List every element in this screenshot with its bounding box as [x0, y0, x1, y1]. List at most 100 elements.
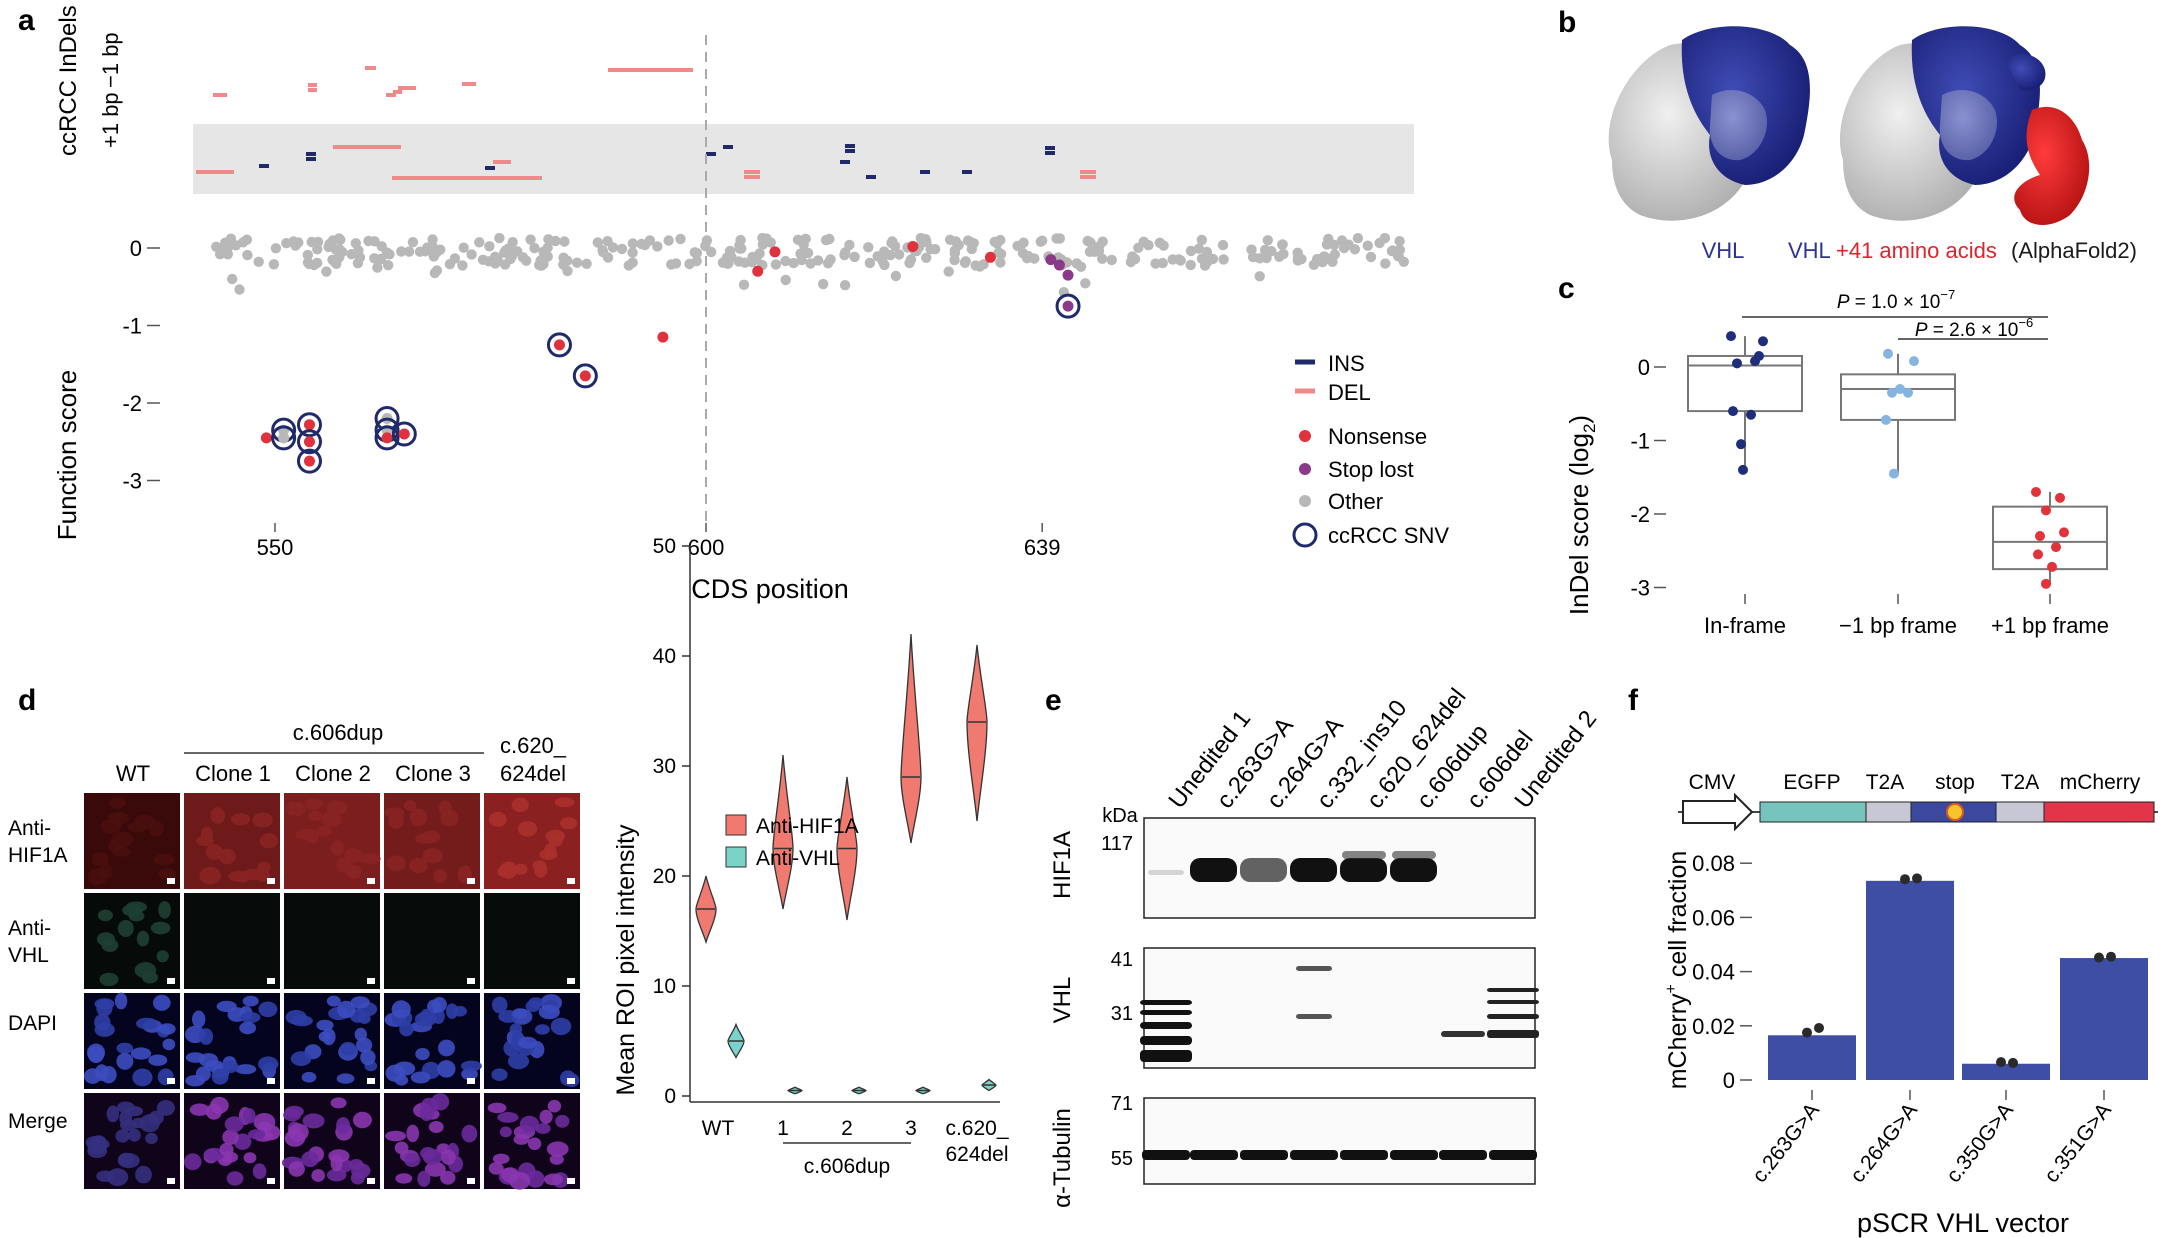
scale-bar	[267, 878, 275, 884]
score-point-other	[627, 257, 638, 268]
cell-nucleus	[460, 1060, 482, 1072]
cell-nucleus	[511, 797, 529, 813]
band-hif1a	[1240, 858, 1287, 882]
score-point-other	[458, 242, 469, 253]
score-point-other	[396, 246, 407, 257]
box-point	[2055, 492, 2065, 503]
score-point-other	[507, 237, 518, 248]
cell-nucleus	[260, 1124, 281, 1141]
score-point-other	[839, 280, 851, 291]
row-label: VHL	[8, 944, 49, 967]
vhl-ext-interface	[1939, 90, 1998, 161]
score-point-other	[1185, 259, 1196, 271]
cell-nucleus	[311, 1169, 326, 1182]
cell-nucleus	[88, 868, 107, 885]
band-tubulin	[1390, 1150, 1438, 1160]
box-point	[2035, 531, 2045, 542]
panel-d: d c.606dup WT Clone 1 Clone 2 Clone 3 c.…	[8, 535, 1009, 1190]
score-point-other	[1352, 233, 1364, 244]
cell-nucleus	[117, 920, 134, 937]
score-point-other	[960, 256, 971, 267]
score-point-other	[904, 257, 915, 269]
score-point-other	[992, 238, 1003, 249]
box-point	[1895, 384, 1905, 395]
score-point-other	[949, 245, 961, 256]
score-point-nonsense	[769, 246, 781, 258]
cell-nucleus	[285, 1009, 307, 1025]
cell-nucleus	[394, 1141, 409, 1155]
score-point-other	[995, 257, 1006, 268]
score-point-other	[222, 249, 233, 260]
score-point-other	[735, 234, 746, 246]
construct-t2a-2: T2A	[2001, 771, 2040, 794]
cell-nucleus	[560, 817, 578, 830]
score-point-other	[1199, 260, 1211, 271]
cell-nucleus	[235, 1064, 257, 1075]
score-point-other	[1329, 249, 1341, 260]
cell-nucleus	[87, 1046, 105, 1064]
micrograph-grid	[84, 793, 580, 1190]
bar-point	[2094, 952, 2104, 963]
cell-nucleus	[156, 950, 169, 963]
score-point-other	[1071, 258, 1082, 269]
cell-nucleus	[517, 821, 538, 837]
ext-label: +41 amino acids	[1836, 238, 1997, 263]
panel-e-letter: e	[1045, 684, 1062, 717]
cell-nucleus	[218, 848, 236, 865]
score-point-other	[302, 249, 313, 261]
cell-nucleus	[150, 921, 171, 935]
marker-31: 31	[1111, 1003, 1133, 1025]
score-point-other	[290, 240, 301, 251]
score-point-other	[571, 257, 583, 268]
cell-nucleus	[192, 1010, 206, 1029]
vhl-ext-blue-tip	[2005, 54, 2046, 91]
band-vhl-unedited1	[1140, 1050, 1192, 1062]
cell-nucleus	[96, 999, 113, 1017]
cell-nucleus	[135, 1165, 152, 1184]
cell-nucleus	[258, 1056, 279, 1072]
band-hif1a	[1290, 858, 1337, 882]
band-vhl-unedited1	[1140, 1022, 1192, 1029]
score-point-other	[234, 284, 245, 295]
cell-nucleus	[216, 1000, 237, 1013]
construct-egfp-box	[1759, 801, 1867, 823]
cell-nucleus	[545, 829, 565, 843]
score-point-other	[616, 243, 628, 255]
cell-nucleus	[432, 997, 447, 1013]
cell-nucleus	[114, 992, 128, 1010]
cell-nucleus	[127, 822, 148, 833]
cell-nucleus	[226, 1171, 244, 1186]
violin-xtick: WT	[702, 1117, 735, 1140]
indel-ytick: 0	[1638, 355, 1650, 380]
score-point-other	[381, 247, 393, 258]
score-point-other	[559, 236, 570, 247]
score-point-other	[1394, 244, 1406, 256]
band-vhl-unedited2	[1487, 1014, 1539, 1019]
violin-ytick: 0	[664, 1085, 676, 1108]
box-point	[2051, 542, 2061, 553]
cell-nucleus	[91, 852, 109, 867]
cell-nucleus	[352, 1111, 372, 1129]
cell-nucleus	[422, 1149, 443, 1165]
blot-tubulin-label: α-Tubulin	[1049, 1108, 1076, 1208]
score-point-other	[581, 258, 592, 269]
violin-xtick: 3	[905, 1117, 917, 1140]
cell-nucleus	[199, 866, 221, 885]
legend-other-swatch	[1299, 495, 1311, 507]
violin-legend-vhl: Anti-VHL	[756, 847, 840, 870]
cell-nucleus	[385, 1130, 407, 1142]
construct-cmv: CMV	[1689, 771, 1736, 794]
cell-nucleus	[410, 1071, 431, 1084]
vhl-label-left: VHL	[1702, 238, 1745, 263]
blot-vhl	[1143, 947, 1536, 1069]
score-point-other	[736, 243, 747, 254]
score-point-other	[431, 247, 442, 258]
cell-nucleus	[403, 800, 417, 812]
band-tubulin	[1240, 1150, 1288, 1160]
score-point-other	[521, 255, 532, 266]
score-point-other	[943, 266, 954, 277]
vhl-label-right: VHL	[1788, 238, 1831, 263]
box-point	[1754, 350, 1764, 361]
cell-nucleus	[554, 797, 575, 808]
scale-bar	[167, 1178, 175, 1184]
